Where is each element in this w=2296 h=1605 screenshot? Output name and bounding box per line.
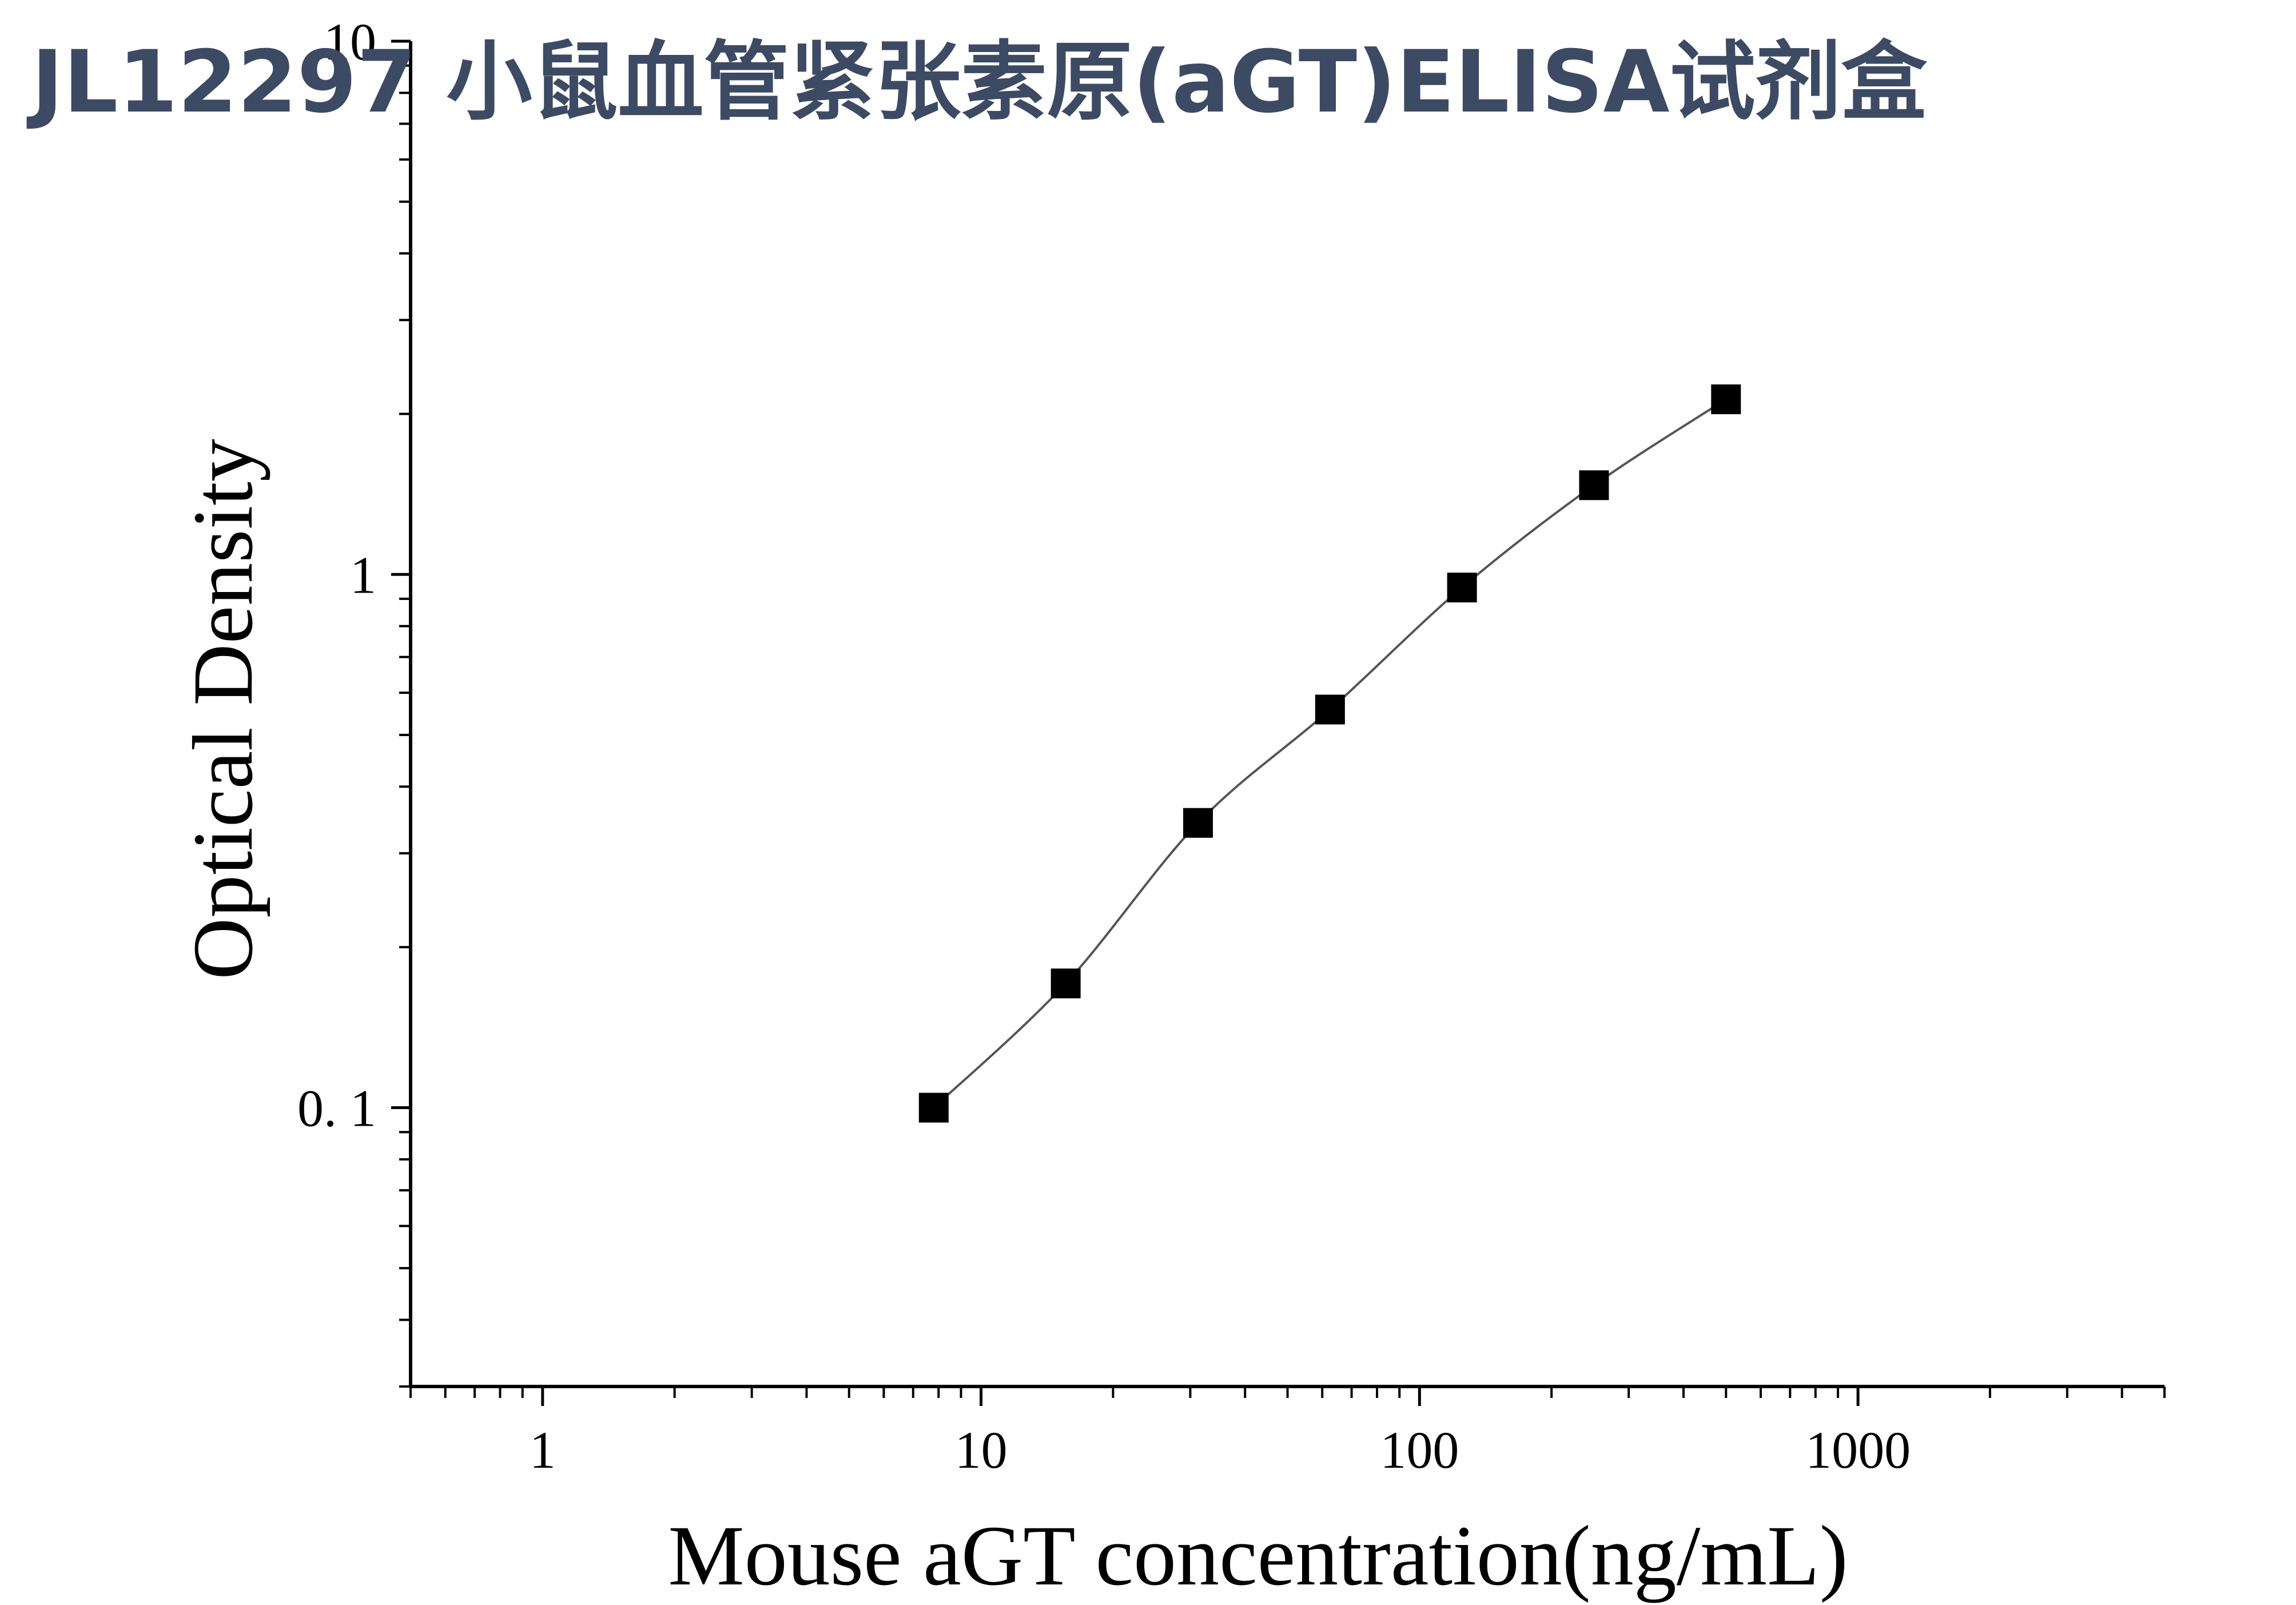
x-axis-tick-labels: 1 10 100 1000: [530, 1421, 1911, 1479]
data-point: [1050, 968, 1081, 999]
y-tick-label: 0. 1: [297, 1079, 376, 1138]
x-tick-label: 10: [955, 1421, 1008, 1479]
y-tick-label: 10: [324, 13, 376, 71]
y-axis-tick-labels: 0. 1 1 10: [297, 13, 376, 1138]
chart-title: JL12297 小鼠血管紧张素原(aGT)ELISA试剂盒: [26, 33, 1928, 132]
data-point: [918, 1092, 949, 1123]
y-axis-ticks: [391, 39, 411, 1388]
axes: 1 10 100 1000 0. 1 1 10: [297, 13, 2166, 1479]
x-tick-label: 100: [1380, 1421, 1459, 1479]
data-point: [1183, 808, 1213, 838]
x-tick-label: 1000: [1805, 1421, 1911, 1479]
x-axis-ticks: [409, 1387, 2166, 1406]
y-axis-label: Optical Density: [176, 439, 270, 980]
data-point: [1579, 470, 1609, 500]
data-markers: [918, 384, 1741, 1123]
data-point: [1711, 384, 1741, 415]
x-axis-label: Mouse aGT concentration(ng/mL): [668, 1508, 1848, 1603]
data-point: [1447, 573, 1477, 603]
x-tick-label: 1: [530, 1421, 556, 1479]
data-point: [1315, 694, 1345, 725]
y-tick-label: 1: [350, 546, 376, 604]
